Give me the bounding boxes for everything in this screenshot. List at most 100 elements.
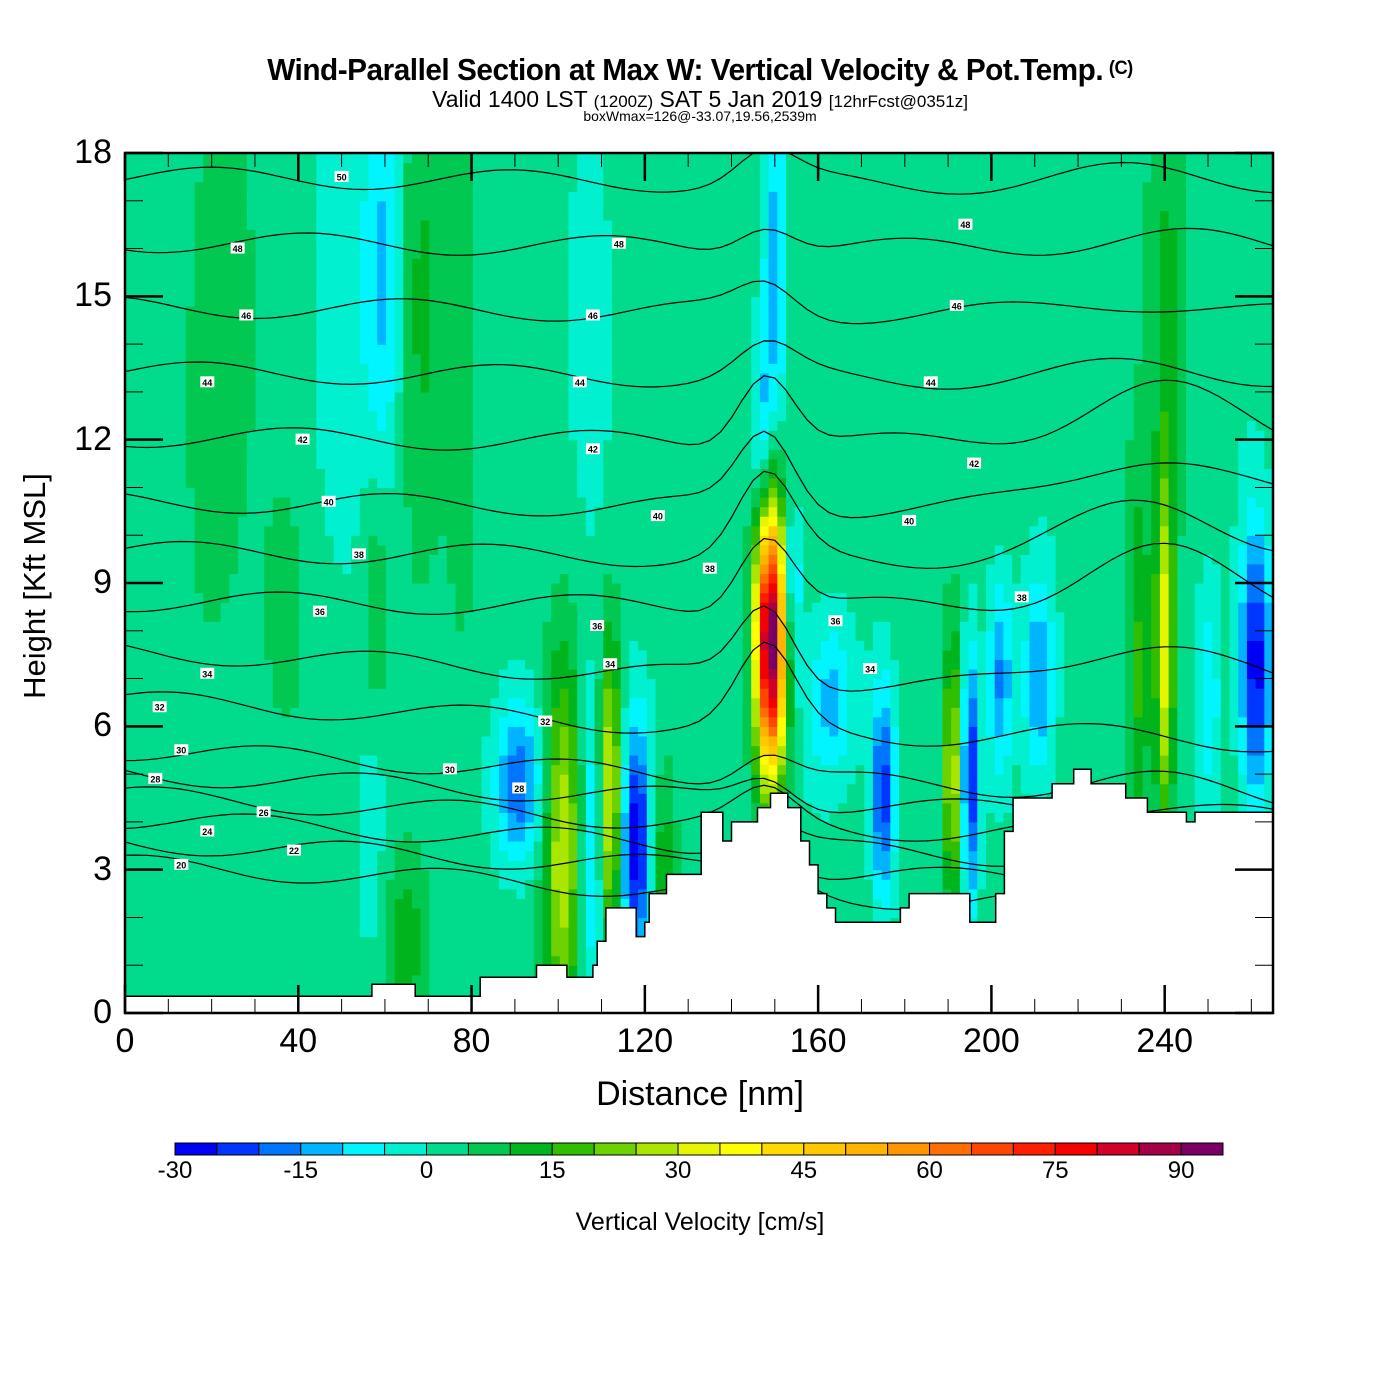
w-cell	[290, 927, 300, 938]
w-cell	[342, 726, 352, 737]
w-cell	[342, 831, 352, 842]
w-cell	[351, 802, 361, 813]
w-cell	[342, 888, 352, 899]
w-cell	[525, 965, 535, 976]
w-cell	[794, 735, 804, 747]
w-cell	[959, 850, 970, 861]
w-cell	[629, 783, 639, 794]
w-cell	[220, 802, 230, 813]
w-cell	[307, 841, 317, 852]
w-cell	[559, 793, 570, 804]
w-cell	[438, 850, 448, 861]
w-cell	[316, 688, 326, 699]
w-cell	[351, 936, 361, 947]
w-cell	[238, 946, 248, 957]
w-cell	[577, 745, 587, 756]
w-cell	[168, 735, 178, 747]
w-cell	[638, 860, 648, 871]
w-cell	[1046, 669, 1057, 680]
w-cell	[159, 669, 170, 680]
w-cell	[986, 774, 996, 785]
w-cell	[507, 860, 517, 871]
w-cell	[281, 860, 291, 871]
w-cell	[994, 860, 1004, 871]
w-cell	[264, 831, 274, 842]
w-cell	[307, 907, 317, 919]
w-cell	[377, 783, 387, 794]
w-cell	[342, 860, 352, 871]
w-cell	[490, 659, 500, 670]
w-cell	[429, 755, 439, 766]
w-cell	[394, 774, 404, 785]
w-cell	[855, 745, 865, 756]
w-cell	[646, 869, 657, 880]
w-cell	[612, 764, 622, 775]
w-cell	[951, 850, 961, 861]
w-cell	[1238, 793, 1248, 804]
w-cell	[899, 821, 909, 833]
w-cell	[1090, 688, 1100, 699]
w-cell	[238, 707, 248, 718]
w-cell	[933, 707, 944, 718]
w-cell	[246, 678, 257, 689]
w-cell	[168, 888, 178, 899]
w-cell	[385, 927, 396, 938]
w-cell	[194, 678, 204, 689]
w-cell	[594, 888, 604, 899]
w-cell	[707, 659, 717, 670]
w-cell	[298, 716, 309, 727]
w-cell	[1116, 678, 1126, 689]
w-cell	[629, 869, 639, 880]
w-cell	[168, 726, 178, 737]
w-cell	[1116, 707, 1126, 718]
w-cell	[585, 707, 596, 718]
w-cell	[490, 755, 500, 766]
w-cell	[516, 869, 526, 880]
w-cell	[864, 783, 874, 794]
w-cell	[499, 678, 509, 689]
w-cell	[1177, 755, 1187, 766]
w-cell	[533, 774, 544, 785]
w-cell	[551, 678, 561, 689]
w-cell	[1038, 745, 1048, 756]
w-cell	[1133, 726, 1144, 737]
w-cell	[464, 965, 474, 976]
w-cell	[951, 869, 961, 880]
w-cell	[933, 802, 944, 813]
w-cell	[568, 869, 578, 880]
w-cell	[855, 888, 865, 899]
w-cell	[872, 812, 883, 823]
w-cell	[733, 774, 744, 785]
w-cell	[612, 821, 622, 833]
w-cell	[472, 793, 483, 804]
w-cell	[159, 927, 170, 938]
w-cell	[594, 841, 604, 852]
w-cell	[420, 860, 430, 871]
w-cell	[307, 793, 317, 804]
w-cell	[342, 669, 352, 680]
w-cell	[1012, 774, 1022, 785]
w-cell	[681, 745, 691, 756]
w-cell	[420, 955, 430, 966]
w-cell	[429, 850, 439, 861]
w-cell	[385, 669, 396, 680]
w-cell	[1220, 659, 1231, 670]
w-cell	[977, 850, 987, 861]
w-cell	[203, 898, 213, 909]
w-cell	[1081, 659, 1091, 670]
w-cell	[212, 974, 222, 985]
w-cell	[1168, 793, 1178, 804]
w-cell	[516, 735, 526, 747]
w-cell	[1238, 783, 1248, 794]
w-cell	[907, 879, 917, 890]
w-cell	[298, 821, 309, 833]
w-cell	[951, 659, 961, 670]
w-cell	[412, 774, 422, 785]
w-cell	[472, 831, 483, 842]
w-cell	[603, 898, 613, 909]
w-cell	[420, 812, 430, 823]
w-cell	[559, 898, 570, 909]
w-cell	[151, 898, 161, 909]
w-cell	[1168, 707, 1178, 718]
w-cell	[846, 869, 857, 880]
